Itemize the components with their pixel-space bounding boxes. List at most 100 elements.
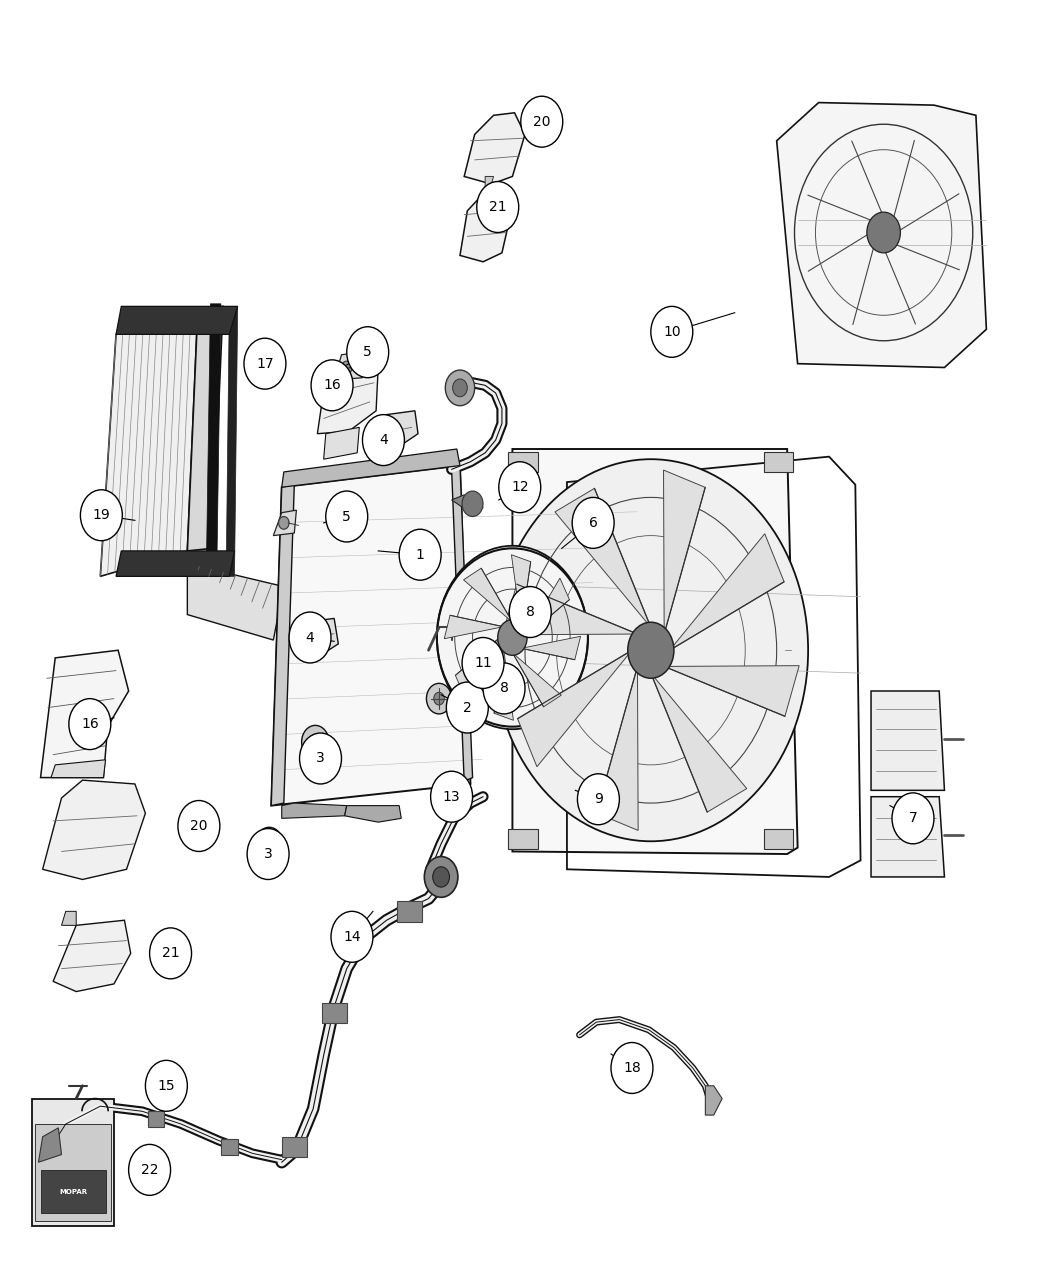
Text: 5: 5 <box>342 510 351 524</box>
Polygon shape <box>460 189 512 261</box>
Text: 9: 9 <box>594 792 603 806</box>
Circle shape <box>247 829 289 880</box>
Polygon shape <box>41 650 128 778</box>
Text: 10: 10 <box>663 325 680 339</box>
Polygon shape <box>51 760 106 778</box>
Polygon shape <box>518 650 632 766</box>
Polygon shape <box>512 449 798 854</box>
Circle shape <box>867 212 901 252</box>
Polygon shape <box>43 780 145 880</box>
Polygon shape <box>321 1003 347 1024</box>
Text: 12: 12 <box>511 481 528 495</box>
Circle shape <box>611 1043 653 1094</box>
Text: 17: 17 <box>256 357 274 371</box>
Text: 6: 6 <box>589 516 597 530</box>
Circle shape <box>477 181 519 232</box>
Polygon shape <box>220 1140 237 1155</box>
Circle shape <box>278 516 289 529</box>
Polygon shape <box>281 449 460 487</box>
Text: 18: 18 <box>623 1061 640 1075</box>
Circle shape <box>331 912 373 963</box>
Polygon shape <box>495 648 513 720</box>
Text: 22: 22 <box>141 1163 159 1177</box>
Polygon shape <box>39 1128 62 1163</box>
Circle shape <box>145 1061 187 1112</box>
Polygon shape <box>344 806 401 822</box>
Polygon shape <box>525 578 569 638</box>
Text: 11: 11 <box>475 655 492 669</box>
Text: 20: 20 <box>190 819 208 833</box>
Circle shape <box>399 529 441 580</box>
Circle shape <box>69 699 111 750</box>
Text: 8: 8 <box>500 681 508 695</box>
Text: 8: 8 <box>526 606 534 620</box>
Text: 4: 4 <box>306 631 314 644</box>
Text: 1: 1 <box>416 548 424 562</box>
Circle shape <box>498 620 527 655</box>
Circle shape <box>149 928 191 979</box>
Circle shape <box>651 306 693 357</box>
Polygon shape <box>670 534 784 650</box>
Circle shape <box>299 733 341 784</box>
Text: 14: 14 <box>343 929 361 944</box>
Polygon shape <box>117 551 234 576</box>
Polygon shape <box>554 488 651 627</box>
Text: 16: 16 <box>81 717 99 731</box>
Circle shape <box>462 638 504 688</box>
Polygon shape <box>317 360 378 434</box>
Circle shape <box>483 663 525 714</box>
Polygon shape <box>512 653 562 706</box>
Polygon shape <box>273 510 296 536</box>
Circle shape <box>462 491 483 516</box>
Polygon shape <box>452 495 483 513</box>
Text: 21: 21 <box>162 946 180 960</box>
Polygon shape <box>36 1125 111 1221</box>
Polygon shape <box>226 306 237 576</box>
Text: 4: 4 <box>379 434 387 448</box>
Polygon shape <box>511 555 530 627</box>
Circle shape <box>494 459 808 842</box>
Circle shape <box>437 546 588 729</box>
Circle shape <box>289 612 331 663</box>
Polygon shape <box>706 1086 722 1116</box>
Polygon shape <box>521 636 581 659</box>
Polygon shape <box>651 673 747 812</box>
Text: 19: 19 <box>92 509 110 523</box>
Polygon shape <box>281 1137 307 1158</box>
Polygon shape <box>456 638 500 697</box>
Circle shape <box>262 836 275 852</box>
Polygon shape <box>271 484 294 806</box>
Polygon shape <box>665 666 799 717</box>
Circle shape <box>244 338 286 389</box>
Polygon shape <box>187 564 284 640</box>
Polygon shape <box>33 1099 114 1225</box>
Polygon shape <box>444 616 504 639</box>
Circle shape <box>453 379 467 397</box>
Circle shape <box>426 683 452 714</box>
Polygon shape <box>764 829 794 849</box>
Circle shape <box>521 96 563 147</box>
Text: 3: 3 <box>264 847 272 861</box>
Text: 7: 7 <box>908 811 918 825</box>
Circle shape <box>128 1145 170 1196</box>
Polygon shape <box>41 1170 106 1214</box>
Polygon shape <box>872 797 944 877</box>
Polygon shape <box>777 102 986 367</box>
Circle shape <box>309 734 321 750</box>
Polygon shape <box>508 451 538 472</box>
Polygon shape <box>764 451 794 472</box>
Circle shape <box>346 326 388 377</box>
Circle shape <box>341 361 352 374</box>
Polygon shape <box>101 309 197 576</box>
Text: 20: 20 <box>533 115 550 129</box>
Circle shape <box>311 360 353 411</box>
Polygon shape <box>206 303 220 576</box>
Polygon shape <box>334 352 362 380</box>
Circle shape <box>177 801 219 852</box>
Polygon shape <box>147 1112 164 1127</box>
Circle shape <box>424 857 458 898</box>
Polygon shape <box>397 901 422 922</box>
Polygon shape <box>54 921 130 992</box>
Circle shape <box>433 867 449 887</box>
Polygon shape <box>294 618 338 657</box>
